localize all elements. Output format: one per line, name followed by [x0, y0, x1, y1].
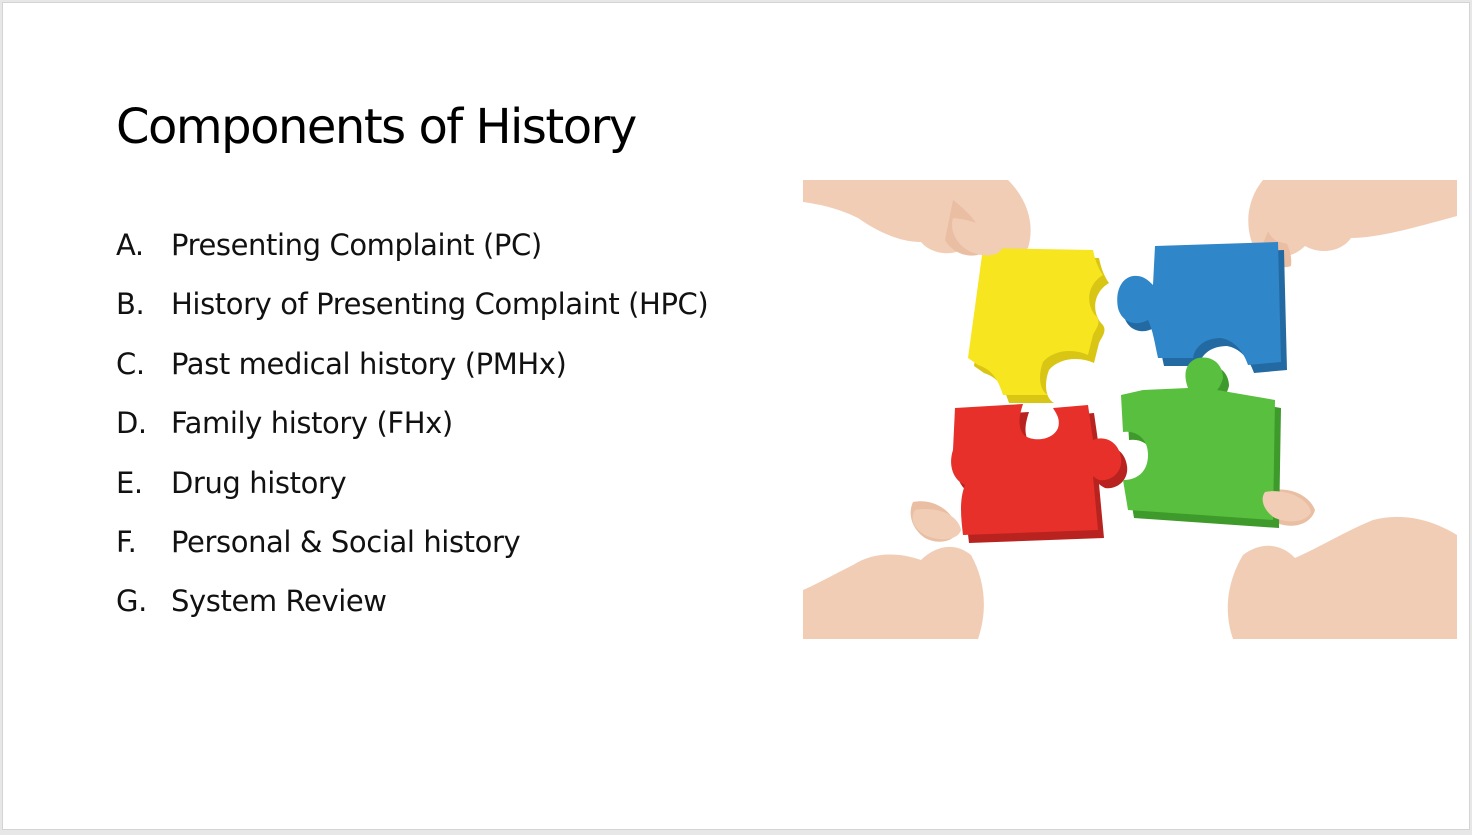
puzzle-hands-image: [803, 180, 1457, 639]
list-item: D. Family history (FHx): [116, 403, 708, 462]
list-item: A. Presenting Complaint (PC): [116, 225, 708, 284]
list-item: B. History of Presenting Complaint (HPC): [116, 284, 709, 343]
list-marker: F.: [116, 524, 137, 559]
green-puzzle-piece: [1121, 357, 1281, 528]
list-item-text: System Review: [171, 584, 387, 619]
history-components-list: A. Presenting Complaint (PC) B. History …: [116, 225, 709, 641]
blue-puzzle-piece: [1117, 242, 1287, 373]
fingers: [912, 209, 1311, 540]
list-item: E. Drug history: [116, 463, 708, 522]
yellow-puzzle-piece: [968, 248, 1109, 403]
list-item-text: Family history (FHx): [171, 406, 453, 441]
list-item-text: Presenting Complaint (PC): [171, 228, 542, 262]
list-marker: E.: [116, 465, 143, 500]
list-marker: C.: [116, 346, 145, 381]
list-item-text: Drug history: [171, 465, 347, 500]
list-marker: G.: [116, 584, 147, 619]
list-marker: A.: [116, 228, 144, 262]
red-puzzle-piece: [951, 404, 1128, 543]
list-item: C. Past medical history (PMHx): [116, 344, 708, 403]
slide-title: Components of History: [116, 99, 637, 155]
list-item: F. Personal & Social history: [116, 522, 708, 581]
list-item-text: Personal & Social history: [171, 524, 521, 559]
list-item-text: History of Presenting Complaint (HPC): [171, 287, 709, 322]
list-marker: B.: [116, 287, 145, 322]
list-item-text: Past medical history (PMHx): [171, 346, 567, 381]
list-marker: D.: [116, 406, 147, 441]
list-item: G. System Review: [116, 581, 708, 640]
